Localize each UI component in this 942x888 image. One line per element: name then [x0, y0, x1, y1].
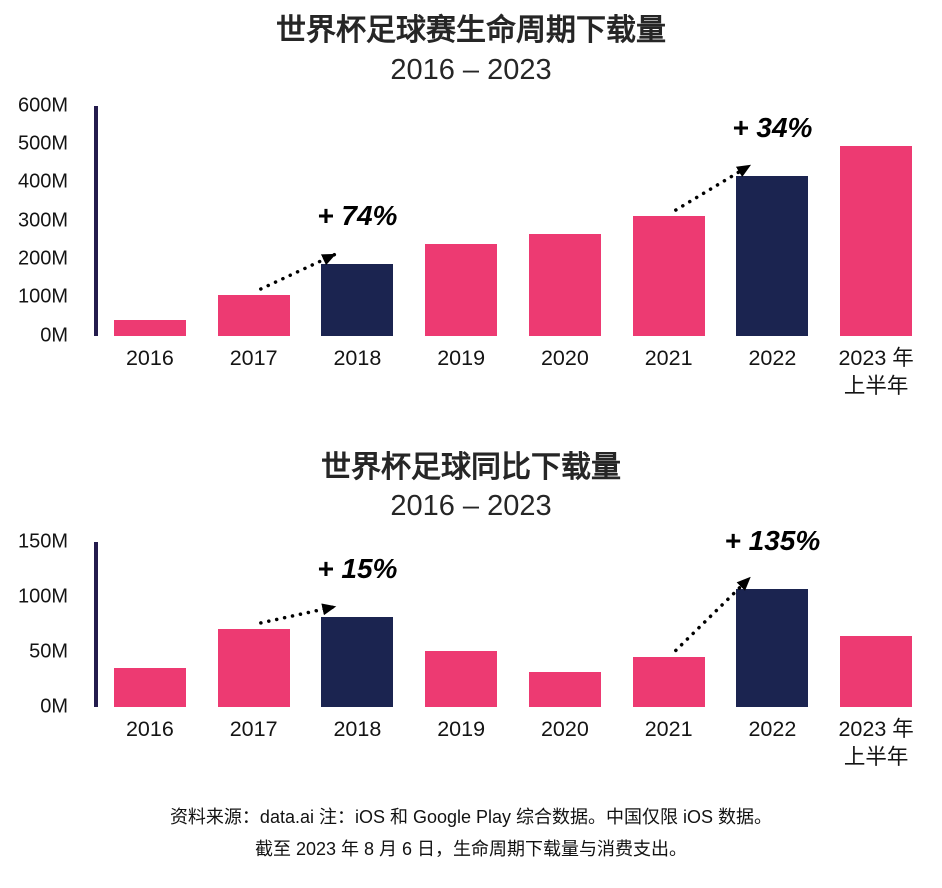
bar-slot: [721, 588, 825, 708]
growth-annotation: + 34%: [732, 111, 813, 143]
source-note: 资料来源：data.ai 注：iOS 和 Google Play 综合数据。中国…: [0, 802, 942, 865]
y-tick-label: 150M: [17, 530, 68, 553]
bar-slot: [306, 617, 410, 708]
bar-slot: [824, 146, 928, 336]
bar-slot: [513, 233, 617, 336]
bar: [425, 244, 498, 336]
y-tick-label: 0M: [40, 695, 68, 718]
x-tick-label: 2022: [748, 717, 797, 742]
x-tick-label: 2019: [437, 717, 486, 742]
bar-slot: [409, 651, 513, 708]
bar-slot: [98, 667, 202, 708]
x-tick-label: 2017: [229, 345, 278, 370]
plot-area: + 74% + 34%: [94, 105, 928, 336]
x-tick-label: 2018: [333, 717, 382, 742]
bar: [840, 635, 913, 708]
y-axis: 0M 100M 200M 300M 400M 500M 600M: [6, 94, 94, 401]
bar: [528, 672, 601, 708]
growth-annotation: + 15%: [317, 553, 398, 585]
y-tick-label: 300M: [17, 209, 68, 232]
bar-slot: [617, 656, 721, 708]
bar-slot: [202, 294, 306, 336]
growth-annotation: + 135%: [724, 524, 821, 556]
source-note-line1: 资料来源：data.ai 注：iOS 和 Google Play 综合数据。中国…: [169, 807, 773, 828]
y-tick-label: 400M: [17, 170, 68, 193]
x-tick-label: 2023 年 上半年: [838, 717, 914, 770]
bars: [98, 106, 928, 336]
bar: [113, 667, 186, 708]
x-tick-label: 2020: [540, 345, 589, 370]
bar-slot: [721, 175, 825, 336]
x-tick-label: 2016: [125, 345, 174, 370]
x-tick-label: 2022: [748, 345, 797, 370]
bar: [632, 656, 705, 708]
bar: [736, 588, 809, 708]
chart-body: 0M 50M 100M 150M + 15% + 135% 2016 2017 2018 20…: [0, 525, 942, 772]
x-tick-label: 2017: [229, 717, 278, 742]
chart-title: 世界杯足球赛生命周期下载量: [276, 14, 666, 47]
bar: [736, 175, 809, 336]
bar: [217, 294, 290, 336]
x-tick-label: 2021: [644, 717, 693, 742]
bar: [425, 651, 498, 708]
x-tick-label: 2018: [333, 345, 382, 370]
bar: [321, 264, 394, 336]
chart-title: 世界杯足球同比下载量: [321, 450, 621, 484]
plot-wrap: + 74% + 34% 2016 2017 2018 2019 2020 2021 2022 2…: [94, 105, 928, 401]
x-axis: 2016 2017 2018 2019 2020 2021 2022 2023 年 上半年: [94, 345, 928, 401]
bar: [528, 233, 601, 336]
bar-slot: [824, 635, 928, 708]
y-tick-label: 200M: [17, 247, 68, 270]
plot-area: + 15% + 135%: [94, 525, 928, 708]
y-axis: 0M 50M 100M 150M: [6, 531, 94, 772]
bars: [98, 542, 928, 708]
growth-annotation: + 74%: [317, 200, 398, 232]
bar: [113, 320, 186, 336]
x-tick-label: 2020: [540, 717, 589, 742]
bar-slot: [513, 672, 617, 708]
bar-slot: [202, 629, 306, 708]
source-note-line2: 截至 2023 年 8 月 6 日，生命周期下载量与消费支出。: [254, 838, 688, 859]
y-tick-label: 500M: [17, 132, 68, 155]
bar: [632, 215, 705, 336]
y-tick-label: 600M: [17, 94, 68, 117]
chart-subtitle: 2016 – 2023: [390, 53, 552, 86]
chart-lifetime-downloads: 世界杯足球赛生命周期下载量 2016 – 2023 0M 100M 200M 300M…: [0, 12, 942, 401]
bar-slot: [306, 264, 410, 336]
x-tick-label: 2019: [437, 345, 486, 370]
bar-slot: [617, 215, 721, 336]
bar-slot: [98, 320, 202, 336]
y-tick-label: 100M: [17, 285, 68, 308]
bar-slot: [409, 244, 513, 336]
bar: [217, 629, 290, 708]
chart-subtitle: 2016 – 2023: [390, 490, 552, 523]
x-axis: 2016 2017 2018 2019 2020 2021 2022 2023 年 上半年: [94, 716, 928, 772]
plot-wrap: + 15% + 135% 2016 2017 2018 2019 2020 2021 2022…: [94, 525, 928, 772]
bar: [840, 146, 913, 336]
infographic-page: { "colors": { "pink": "#ED3A72", "navy":…: [0, 12, 942, 888]
x-tick-label: 2016: [125, 717, 174, 742]
chart-yoy-downloads: 世界杯足球同比下载量 2016 – 2023 0M 50M 100M 150M + 1…: [0, 449, 942, 773]
y-tick-label: 100M: [17, 585, 68, 608]
bar: [321, 617, 394, 708]
x-tick-label: 2023 年 上半年: [838, 345, 914, 398]
x-tick-label: 2021: [644, 345, 693, 370]
y-tick-label: 0M: [40, 324, 68, 347]
y-tick-label: 50M: [29, 640, 68, 663]
chart-body: 0M 100M 200M 300M 400M 500M 600M + 74% + 34% 20…: [0, 94, 942, 401]
